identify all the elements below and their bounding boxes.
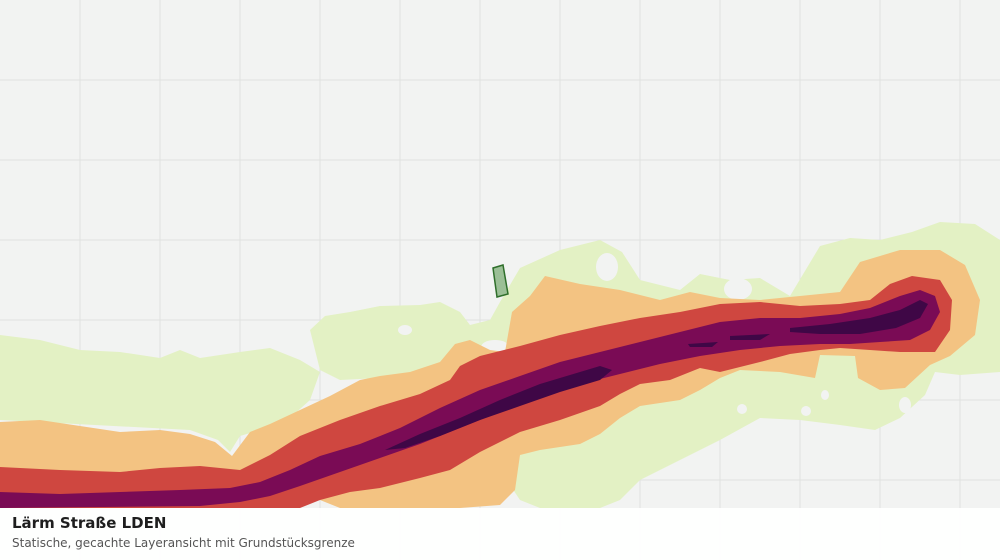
noise-band-5 xyxy=(385,366,612,450)
noise-band-5-east xyxy=(790,300,928,334)
gap-8 xyxy=(821,390,829,400)
layer-subtitle: Statische, gecachte Layeransicht mit Gru… xyxy=(12,536,355,550)
noise-band-5-mid xyxy=(730,334,770,340)
gap-4 xyxy=(724,278,752,300)
gap-2 xyxy=(398,325,412,335)
gap-7 xyxy=(737,404,747,414)
layer-title: Lärm Straße LDEN xyxy=(12,514,167,532)
gap-6 xyxy=(801,406,811,416)
gap-5 xyxy=(899,397,911,413)
map-caption: Lärm Straße LDEN Statische, gecachte Lay… xyxy=(0,508,1000,560)
parcel-boundary[interactable] xyxy=(492,264,509,298)
noise-band-5-small xyxy=(688,342,718,347)
noise-band-1 xyxy=(0,335,320,452)
gap-1 xyxy=(596,253,618,281)
